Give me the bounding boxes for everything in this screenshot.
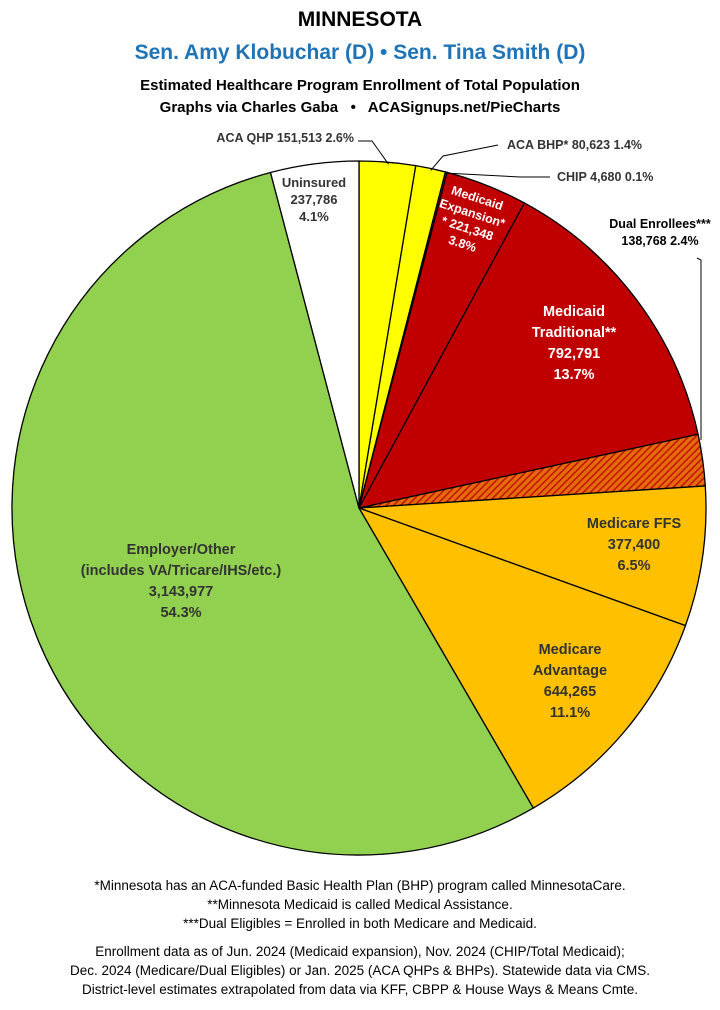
source-line-2: Dec. 2024 (Medicare/Dual Eligibles) or J… <box>70 963 650 978</box>
label-employer: Employer/Other (includes VA/Tricare/IHS/e… <box>81 542 282 621</box>
leader-line-aca_qhp <box>358 140 389 165</box>
label-chip: CHIP 4,680 0.1% <box>557 170 653 184</box>
footnote-bhp: *Minnesota has an ACA-funded Basic Healt… <box>94 878 626 893</box>
leader-line-dual <box>696 257 702 440</box>
footnote-medicaid: **Minnesota Medicaid is called Medical A… <box>207 897 513 912</box>
pie-slice-employer <box>11 171 535 856</box>
label-medicare_ffs: Medicare FFS 377,400 6.5% <box>587 516 682 574</box>
pie-slice-medicare_ffs <box>358 485 707 627</box>
label-medicaid_traditional: Medicaid Traditional** 792,791 13.7% <box>532 304 617 383</box>
source-line-3: District-level estimates extrapolated fr… <box>82 982 638 997</box>
leader-line-chip <box>446 172 550 178</box>
label-dual: Dual Enrollees*** 138,768 2.4% <box>609 217 711 248</box>
senators-line: Sen. Amy Klobuchar (D) • Sen. Tina Smith… <box>134 41 586 64</box>
leader-line-aca_bhp <box>430 144 499 171</box>
credit-line: Graphs via Charles Gaba • ACASignups.net… <box>159 99 561 116</box>
footnotes: *Minnesota has an ACA-funded Basic Healt… <box>0 876 720 933</box>
pie-slice-medicaid_traditional <box>357 202 699 509</box>
chart-subtitle: Estimated Healthcare Program Enrollment … <box>140 77 580 94</box>
pie-slice-uninsured <box>269 160 360 509</box>
label-medicare_advantage: Medicare Advantage 644,265 11.1% <box>533 642 607 721</box>
pie-slice-medicare_advantage <box>357 506 687 809</box>
source-notes: Enrollment data as of Jun. 2024 (Medicai… <box>0 942 720 999</box>
source-line-1: Enrollment data as of Jun. 2024 (Medicai… <box>95 944 625 959</box>
label-aca_bhp: ACA BHP* 80,623 1.4% <box>507 138 642 152</box>
footnote-dual: ***Dual Eligibles = Enrolled in both Med… <box>183 916 537 931</box>
chart-title: MINNESOTA <box>297 8 423 31</box>
label-uninsured: Uninsured 237,786 4.1% <box>282 175 346 224</box>
label-aca_qhp: ACA QHP 151,513 2.6% <box>216 131 354 145</box>
